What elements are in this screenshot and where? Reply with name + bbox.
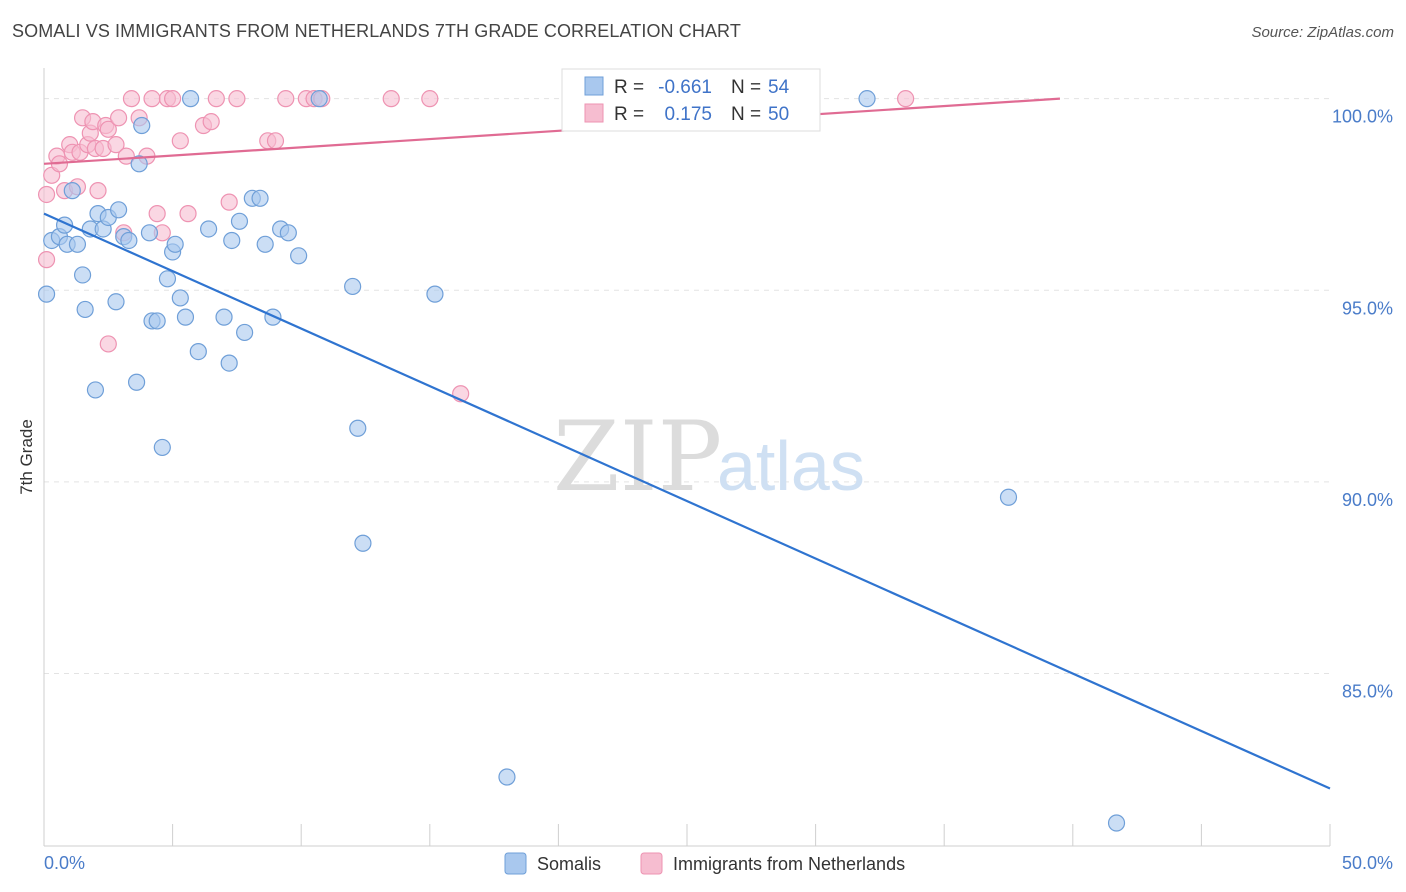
netherlands-point — [109, 109, 128, 127]
watermark-zip: ZIP — [553, 401, 722, 513]
stats-r-value-somali: -0.661 — [658, 77, 712, 98]
y-axis-label: 7th Grade — [17, 419, 36, 495]
netherlands-point — [277, 90, 295, 108]
netherlands-point — [37, 185, 56, 204]
netherlands-point — [37, 251, 56, 269]
somali-point — [107, 293, 125, 311]
chart-title: SOMALI VS IMMIGRANTS FROM NETHERLANDS 7T… — [12, 21, 741, 41]
y-tick-labels: 100.0% 95.0% 90.0% 85.0% — [1332, 107, 1393, 702]
somali-trend-line — [43, 212, 1331, 790]
somali-point — [182, 90, 200, 108]
somali-point — [68, 235, 87, 253]
somali-point — [148, 312, 166, 330]
trend-lines — [43, 97, 1331, 790]
somali-point — [63, 182, 81, 200]
netherlands-point — [421, 90, 439, 108]
somali-point — [133, 116, 151, 135]
grid — [44, 98, 1330, 675]
somali-point — [344, 277, 362, 296]
netherlands-point — [897, 90, 915, 108]
somali-point — [200, 220, 218, 238]
y-tick-label: 85.0% — [1342, 682, 1393, 702]
somali-point — [158, 270, 177, 288]
netherlands-point — [266, 132, 285, 150]
somali-point — [310, 90, 328, 108]
x-tick-label: 0.0% — [44, 853, 85, 873]
source-credit: Source: ZipAtlas.com — [1251, 24, 1394, 41]
y-tick-label: 90.0% — [1342, 490, 1393, 510]
stats-box-frame — [561, 68, 821, 132]
somali-point — [354, 534, 372, 552]
netherlands-point — [228, 90, 246, 108]
somali-point — [153, 438, 171, 457]
netherlands-point — [99, 120, 117, 138]
somali-point — [73, 266, 92, 284]
netherlands-point — [148, 205, 166, 223]
somali-point — [176, 308, 195, 326]
netherlands-point — [107, 136, 125, 154]
somali-point — [858, 90, 876, 108]
somali-point — [120, 231, 138, 250]
netherlands-point — [117, 147, 135, 165]
netherlands-point — [207, 90, 225, 108]
netherlands-point — [122, 90, 141, 108]
somali-point — [279, 224, 297, 242]
somali-point — [230, 212, 249, 230]
netherlands-point — [202, 113, 220, 131]
y-tick-label: 100.0% — [1332, 107, 1393, 127]
somali-point — [1107, 814, 1126, 832]
somali-point — [140, 224, 159, 242]
stats-r-value-netherlands: 0.175 — [664, 104, 712, 125]
x-tick-label: 50.0% — [1342, 853, 1393, 873]
somali-point — [37, 285, 56, 303]
stats-n-value-somali: 54 — [768, 77, 790, 98]
watermark-atlas: atlas — [717, 427, 865, 505]
somali-point — [127, 373, 146, 391]
somali-point — [220, 354, 238, 372]
somali-point — [76, 300, 94, 319]
stats-r-label-somali: R = — [614, 77, 644, 98]
netherlands-trend-line — [43, 97, 1061, 165]
x-ticks: 0.0% 50.0% — [43, 824, 1393, 873]
legend-label-netherlands: Immigrants from Netherlands — [673, 854, 905, 874]
legend-swatch-netherlands — [640, 852, 663, 875]
netherlands-point — [164, 90, 182, 108]
stats-n-label-netherlands: N = — [731, 104, 761, 125]
stats-swatch-somali — [584, 76, 604, 96]
stats-swatch-netherlands — [584, 103, 604, 123]
somali-point — [999, 488, 1018, 506]
somali-point — [290, 247, 308, 265]
somali-point — [171, 289, 189, 307]
stats-r-label-netherlands: R = — [614, 104, 644, 125]
legend-swatch-somali — [504, 852, 527, 875]
netherlands-point — [382, 90, 400, 108]
y-tick-label: 95.0% — [1342, 298, 1393, 318]
somali-point — [130, 155, 148, 173]
netherlands-point — [171, 132, 189, 150]
netherlands-point — [220, 193, 238, 211]
somali-point — [215, 308, 233, 326]
netherlands-point — [89, 182, 107, 200]
stats-n-value-netherlands: 50 — [768, 104, 789, 125]
stats-n-label-somali: N = — [731, 77, 761, 98]
somali-point — [256, 235, 274, 253]
legend: Somalis Immigrants from Netherlands — [504, 852, 905, 875]
legend-label-somali: Somalis — [537, 854, 601, 874]
somali-point — [223, 231, 241, 250]
somali-point — [498, 768, 516, 786]
netherlands-point — [99, 335, 117, 353]
stats-box: R = -0.661 N = 54 R = 0.175 N = 50 — [561, 68, 821, 132]
somali-point — [189, 343, 207, 361]
somali-point — [426, 285, 444, 303]
netherlands-point — [179, 205, 197, 223]
somali-point — [236, 323, 254, 342]
somali-points — [37, 90, 1126, 832]
somali-point — [86, 381, 105, 399]
somali-point — [251, 189, 269, 207]
somali-point — [109, 201, 128, 219]
somali-point — [166, 235, 184, 253]
netherlands-point — [143, 90, 161, 108]
somali-point — [349, 419, 367, 437]
